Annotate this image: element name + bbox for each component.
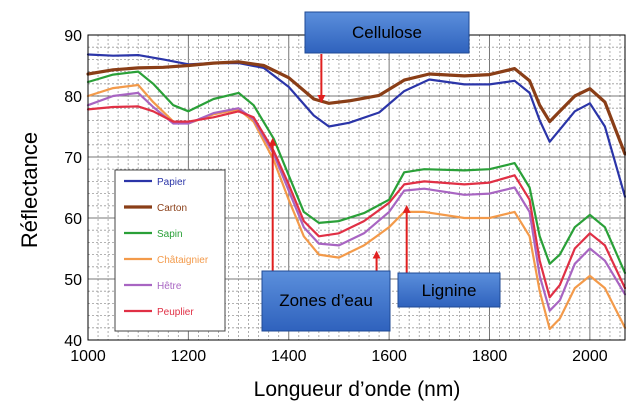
y-tick-label: 60 — [64, 211, 82, 228]
x-tick-label: 1600 — [371, 348, 407, 365]
x-tick-label: 1800 — [472, 348, 508, 365]
x-tick-label: 2000 — [572, 348, 608, 365]
lignin-box — [397, 272, 501, 308]
legend: Papier Carton Sapin Châtaignier Hêtre Peuplie… — [114, 169, 226, 332]
legend-box — [114, 169, 226, 332]
series-line-sapin — [86, 70, 626, 274]
series-line-peuplier — [86, 105, 626, 299]
legend-label: Hêtre — [157, 281, 182, 292]
series-line-carton — [86, 60, 626, 156]
y-axis-label: Réflectance — [17, 132, 42, 248]
legend-label: Papier — [157, 177, 187, 188]
annotations: Cellulose Zones d’eau Lignine — [261, 11, 501, 332]
lignin-label: Lignine — [422, 281, 477, 300]
water-zones-label: Zones d’eau — [279, 291, 373, 310]
series-line-hetre — [86, 91, 626, 312]
legend-label: Peuplier — [157, 307, 194, 318]
x-axis-label: Longueur d’onde (nm) — [254, 378, 461, 401]
legend-label: Carton — [157, 203, 187, 214]
y-tick-label: 90 — [64, 28, 82, 45]
legend-label: Sapin — [157, 229, 183, 240]
y-tick-label: 40 — [64, 333, 82, 350]
y-ticks: 40 50 60 70 80 90 — [64, 28, 82, 350]
water-zones-box — [261, 270, 391, 332]
series-lines — [86, 53, 626, 331]
cellulose-label: Cellulose — [352, 23, 422, 42]
y-tick-label: 70 — [64, 150, 82, 167]
x-tick-label: 1000 — [70, 348, 106, 365]
x-tick-label: 1200 — [171, 348, 207, 365]
legend-label: Châtaignier — [157, 255, 209, 266]
x-tick-label: 1400 — [271, 348, 307, 365]
x-ticks: 1000 1200 1400 1600 1800 2000 — [70, 348, 608, 365]
cellulose-box — [304, 11, 470, 54]
y-tick-label: 50 — [64, 272, 82, 289]
y-tick-label: 80 — [64, 89, 82, 106]
